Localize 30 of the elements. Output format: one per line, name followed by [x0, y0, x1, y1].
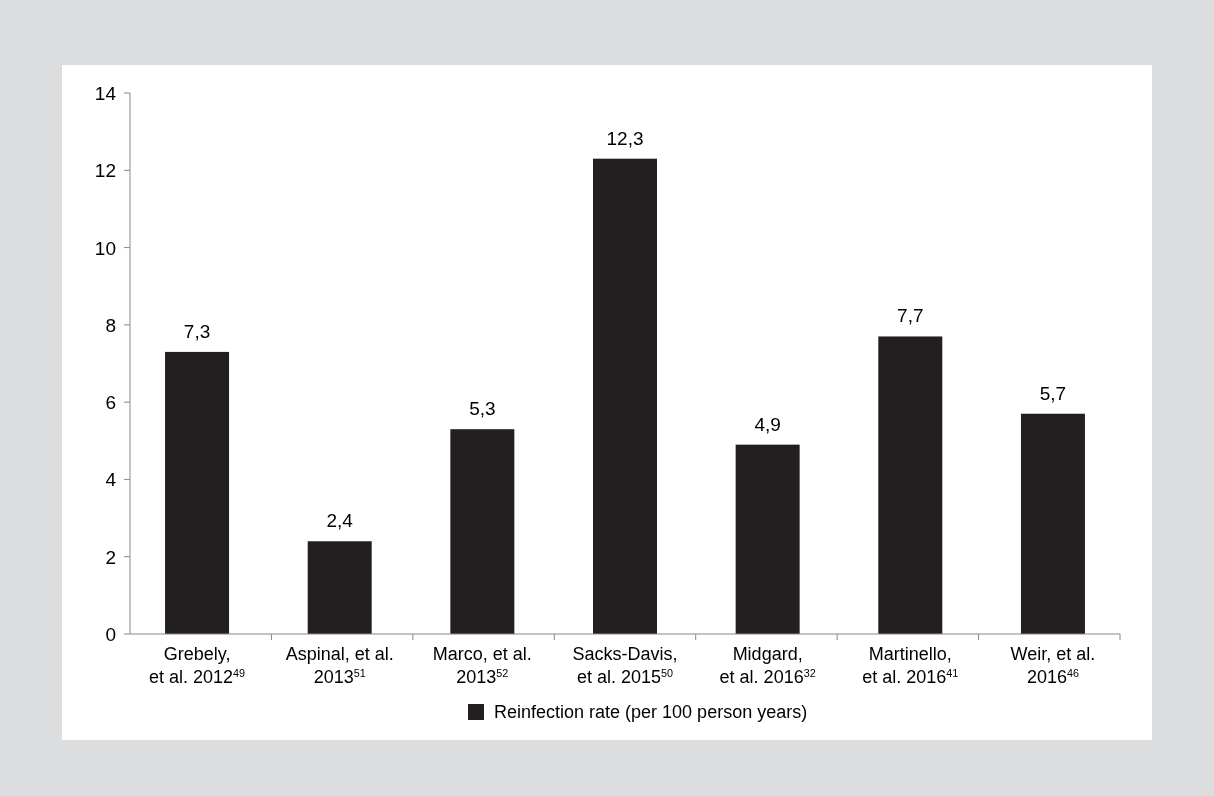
bar: [450, 429, 515, 634]
data-label: 2,4: [326, 510, 354, 532]
bar: [878, 336, 943, 634]
x-tick-label: Weir, et al. 2016$^{46}$: [1010, 644, 1096, 687]
y-tick-label: 12: [94, 160, 116, 182]
x-tick-label: Grebely, et al. 2012$^{49}$: [149, 644, 246, 687]
bar: [735, 444, 800, 634]
data-label: 5,3: [469, 398, 496, 420]
y-tick-label: 0: [105, 624, 116, 645]
y-tick-label: 10: [94, 237, 116, 259]
x-tick-label: Aspinal, et al. 2013$^{51}$: [285, 644, 394, 687]
data-label: 4,9: [754, 413, 781, 435]
y-tick-label: 4: [105, 469, 117, 491]
x-tick-label: Martinello, et al. 2016$^{41}$: [862, 644, 959, 687]
bar: [165, 351, 230, 634]
legend-label: Reinfection rate (per 100 person years): [494, 702, 808, 722]
y-tick-label: 8: [105, 314, 116, 336]
bar: [307, 541, 372, 634]
data-label: 12,3: [606, 127, 644, 149]
x-tick-label: Sacks-Davis, et al. 2015$^{50}$: [572, 644, 678, 687]
x-tick-label: Marco, et al. 2013$^{52}$: [432, 644, 532, 687]
bar: [593, 158, 657, 634]
data-label: 7,7: [897, 305, 924, 327]
bar: [1020, 413, 1085, 634]
y-tick-label: 2: [105, 546, 116, 568]
y-tick-label: 14: [94, 83, 117, 104]
y-tick-label: 6: [105, 392, 116, 414]
data-label: 5,7: [1039, 382, 1067, 404]
x-tick-label: Midgard, et al. 2016$^{32}$: [719, 644, 816, 687]
data-label: 7,3: [183, 320, 211, 342]
